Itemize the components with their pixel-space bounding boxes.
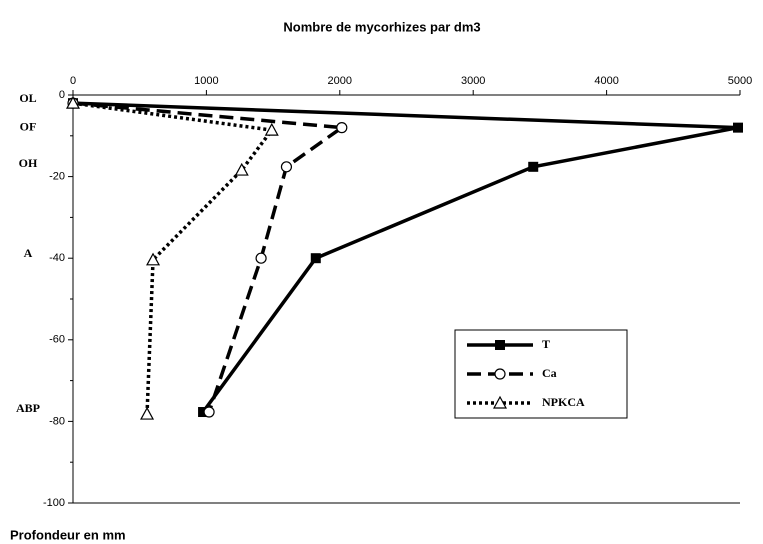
chart-title: Nombre de mycorhizes par dm3 [283, 19, 480, 34]
x-tick-label: 0 [70, 75, 76, 87]
series-line [72, 101, 275, 415]
legend-marker [494, 368, 506, 380]
marker [203, 406, 215, 418]
marker [732, 122, 743, 133]
y-axis-label: Profondeur en mm [10, 527, 126, 542]
series-line [72, 101, 739, 414]
x-tick-label: 1000 [194, 75, 218, 87]
y-tick-label: -40 [49, 252, 65, 264]
marker [255, 252, 267, 264]
horizon-label: OL [19, 91, 36, 105]
y-tick-label: -80 [49, 415, 65, 427]
x-tick-label: 3000 [461, 75, 485, 87]
horizon-label: OH [19, 156, 38, 170]
horizon-label: A [24, 246, 33, 260]
legend-label: T [542, 337, 550, 351]
y-tick-label: 0 [59, 89, 65, 101]
marker [336, 122, 348, 134]
x-tick-label: 5000 [728, 75, 752, 87]
y-tick-label: -20 [49, 171, 65, 183]
marker [264, 122, 279, 136]
marker [310, 253, 321, 264]
marker [528, 161, 539, 172]
legend-marker [495, 340, 505, 350]
legend-label: NPKCA [542, 395, 585, 409]
marker [65, 95, 81, 109]
marker [198, 407, 209, 418]
y-tick-label: -100 [43, 497, 65, 509]
marker [140, 406, 155, 420]
marker [280, 161, 293, 173]
marker [146, 252, 161, 266]
horizon-label: OF [20, 119, 37, 133]
legend-label: Ca [542, 366, 557, 380]
series-line [72, 101, 347, 413]
horizon-label: ABP [16, 401, 40, 415]
x-tick-label: 4000 [594, 75, 618, 87]
legend-marker [492, 395, 508, 409]
marker [234, 162, 249, 176]
x-tick-label: 2000 [328, 75, 352, 87]
y-tick-label: -60 [49, 334, 65, 346]
